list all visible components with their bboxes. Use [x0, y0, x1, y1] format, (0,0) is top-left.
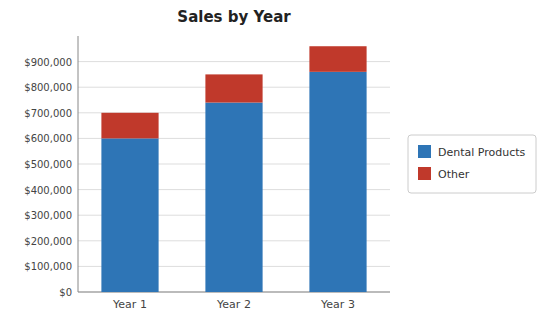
bars	[101, 46, 366, 292]
title: Sales by Year	[177, 8, 291, 26]
bar-segment	[101, 138, 158, 292]
y-tick-label: $200,000	[24, 236, 72, 247]
y-tick-label: $400,000	[24, 185, 72, 196]
x-tick-label: Year 3	[320, 298, 355, 311]
bar-segment	[101, 113, 158, 139]
legend-label: Dental Products	[438, 146, 526, 159]
y-tick-label: $500,000	[24, 159, 72, 170]
y-tick-label: $600,000	[24, 133, 72, 144]
x-tick-label: Year 1	[112, 298, 147, 311]
x-tick-label: Year 2	[216, 298, 251, 311]
y-axis-line	[78, 36, 79, 292]
legend-swatch	[418, 145, 431, 158]
chart-svg: Sales by Year$0$100,000$200,000$300,000$…	[0, 0, 550, 318]
y-tick-label: $800,000	[24, 82, 72, 93]
x-axis: Year 1 Year 2 Year 3	[112, 298, 355, 311]
legend-swatch	[418, 167, 431, 180]
bar-segment	[309, 72, 366, 292]
bar-segment	[205, 74, 262, 102]
y-tick-label: $100,000	[24, 261, 72, 272]
legend: Dental Products Other	[408, 135, 536, 193]
bar-segment	[205, 103, 262, 292]
legend-label: Other	[438, 168, 470, 181]
y-tick-label: $700,000	[24, 108, 72, 119]
bar-segment	[309, 46, 366, 72]
chart-container: Sales by Year$0$100,000$200,000$300,000$…	[0, 0, 550, 318]
y-tick-label: $300,000	[24, 210, 72, 221]
y-axis: $0 $100,000 $200,000 $300,000 $400,000 $500,0…	[24, 36, 390, 298]
legend-box	[408, 135, 536, 193]
y-tick-label: $900,000	[24, 57, 72, 68]
y-tick-label: $0	[59, 287, 72, 298]
